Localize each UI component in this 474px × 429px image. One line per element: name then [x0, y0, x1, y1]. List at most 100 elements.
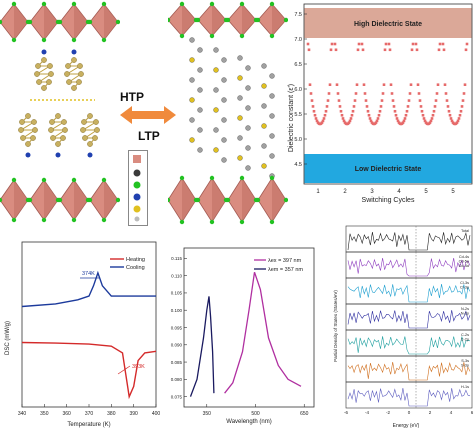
dielectric-xtick: 3 [370, 189, 374, 195]
dielectric-point [349, 117, 353, 120]
halide-atom [225, 197, 231, 203]
pdos-legend-label: H-1s [461, 385, 469, 389]
pl-ytick: 0.110 [171, 273, 182, 278]
dielectric-point [444, 92, 448, 95]
pdos-legend-label: C-2p [461, 338, 469, 342]
dielectric-point [404, 113, 408, 117]
halide-atom [283, 17, 288, 23]
dielectric-point [415, 48, 419, 52]
carbon-atom [94, 127, 100, 133]
dielectric-point [462, 92, 466, 95]
halide-atom [87, 19, 93, 25]
halide-atom [27, 197, 33, 203]
nitrogen-atom [55, 152, 61, 158]
carbon-atom [55, 113, 61, 119]
chain-atom [197, 147, 203, 153]
dielectric-point [360, 42, 364, 46]
dielectric-point [403, 117, 407, 120]
chain-atom [237, 95, 243, 101]
pdos-panel [345, 381, 473, 409]
nitrogen-atom [25, 152, 31, 158]
dielectric-point [361, 48, 365, 52]
pdos-legend-label: Cl-3s [460, 281, 469, 285]
dielectric-point [355, 83, 359, 86]
dielectric-point [450, 119, 454, 123]
dielectric-ytick: 5.0 [294, 137, 302, 143]
dielectric-point [351, 109, 355, 113]
dielectric-point [406, 105, 410, 108]
pl-yticks: 0.115 0.110 0.105 0.100 0.095 0.090 0.085 0.080… [171, 256, 187, 399]
chain-atom [221, 77, 227, 83]
dielectric-point [395, 117, 399, 120]
dielectric-point [384, 42, 388, 46]
dielectric-point [313, 113, 317, 117]
dielectric-point [430, 117, 434, 120]
halide-atom [71, 217, 77, 223]
pdos-curve [347, 257, 471, 277]
pdos-xtick: 4 [450, 410, 453, 415]
pdos-curve [347, 336, 471, 355]
dielectric-point [409, 83, 413, 86]
halide-atom [168, 17, 171, 23]
dielectric-point [441, 42, 445, 46]
chain-atom [221, 97, 227, 103]
halide-atom [255, 17, 261, 23]
carbon-atom [41, 85, 47, 91]
halide-atom [41, 1, 47, 7]
halide-atom [179, 219, 185, 225]
dielectric-point [461, 99, 465, 102]
dielectric-point [456, 119, 460, 123]
pdos-xtick: 6 [471, 410, 474, 415]
halide-atom [179, 175, 185, 181]
halide-atom [168, 197, 171, 203]
dielectric-point [446, 105, 450, 108]
dielectric-point [416, 83, 420, 86]
dielectric-point [390, 92, 394, 95]
chain-atom [261, 123, 267, 129]
carbon-atom [77, 63, 83, 69]
dsc-xtick: 400 [152, 411, 160, 417]
dielectric-point [308, 83, 312, 86]
pl-ytick: 0.105 [171, 291, 183, 296]
ltp-organic-cations [189, 37, 275, 179]
dielectric-point [307, 48, 311, 52]
carbon-atom [20, 135, 26, 141]
dielectric-point [369, 119, 373, 123]
dielectric-xtick: 5 [451, 189, 455, 195]
chain-atom [189, 137, 195, 143]
high-state-label: High Dielectric State [354, 21, 422, 28]
carbon-atom [66, 79, 72, 85]
halide-atom [11, 217, 17, 223]
high-state-band [304, 8, 472, 38]
dielectric-point [402, 119, 406, 123]
dielectric-point [459, 109, 463, 113]
htp-top-octahedra-row [0, 1, 120, 43]
dielectric-xtick: 2 [343, 189, 347, 195]
halide-atom [195, 197, 201, 203]
halide-atom [239, 1, 245, 7]
chain-atom [269, 153, 275, 159]
chain-atom [261, 163, 267, 169]
dsc-xtick: 380 [107, 411, 116, 417]
dielectric-point [388, 48, 392, 52]
carbon-atom [71, 85, 77, 91]
dielectric-xtick: 5 [424, 189, 428, 195]
carbon-atom [81, 119, 87, 125]
carbon-atom [76, 79, 82, 85]
dielectric-point [414, 42, 418, 46]
dielectric-point [338, 105, 342, 108]
halide-atom [115, 197, 120, 203]
pdos-xtick: 2 [429, 410, 432, 415]
dielectric-point [393, 109, 397, 113]
chain-atom [221, 117, 227, 123]
dielectric-point [394, 113, 398, 117]
chain-atom [261, 63, 267, 69]
pdos-legend-label: C-2s [461, 333, 469, 337]
dielectric-point [342, 119, 346, 123]
dielectric-xticks: 1 2 3 4 5 5 [316, 189, 455, 195]
chain-atom [213, 107, 219, 113]
halide-atom [41, 37, 47, 43]
dielectric-point [363, 92, 367, 95]
dielectric-point [314, 117, 318, 120]
chain-atom [221, 57, 227, 63]
